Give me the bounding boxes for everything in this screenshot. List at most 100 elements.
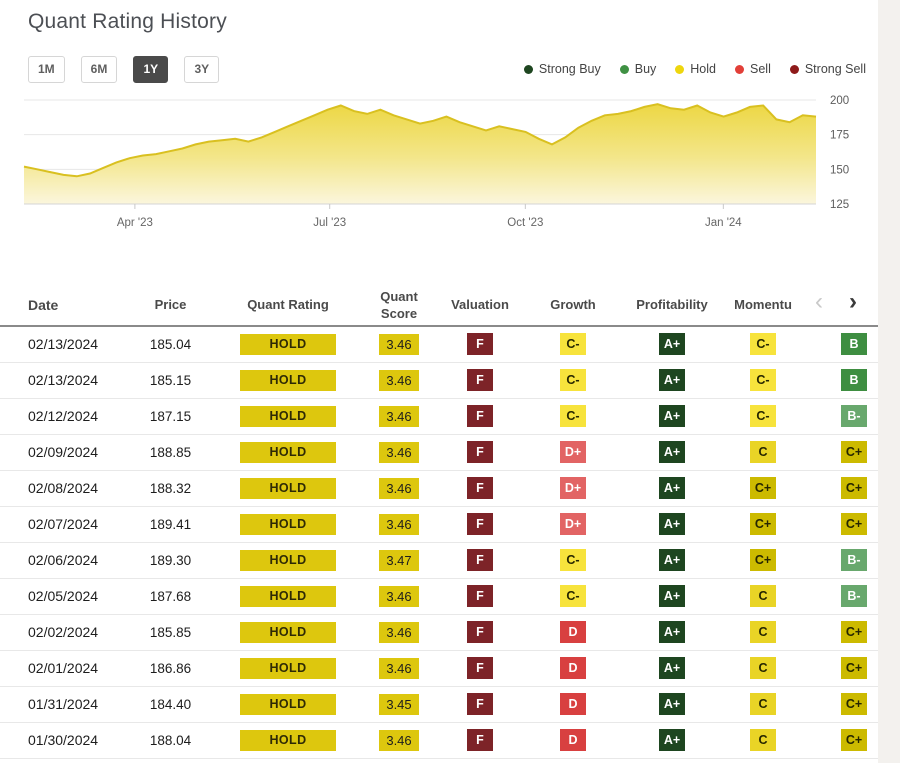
quant-rating-badge: HOLD bbox=[240, 513, 336, 535]
chevron-right-icon[interactable]: › bbox=[842, 290, 864, 314]
grade-badge-growth: D+ bbox=[560, 477, 586, 499]
quant-rating-cell: HOLD bbox=[208, 398, 368, 434]
momentum-cell: C bbox=[728, 614, 798, 650]
grade-badge-extra: C+ bbox=[841, 729, 867, 751]
quant-rating-cell: HOLD bbox=[208, 542, 368, 578]
column-header-date: Date bbox=[0, 286, 133, 327]
quant-rating-badge: HOLD bbox=[240, 693, 336, 715]
date-cell: 02/01/2024 bbox=[28, 660, 99, 676]
quant-rating-cell: HOLD bbox=[208, 578, 368, 614]
momentum-cell: C bbox=[728, 686, 798, 722]
quant-rating-badge: HOLD bbox=[240, 369, 336, 391]
valuation-cell: F bbox=[430, 506, 530, 542]
grade-badge-valuation: F bbox=[467, 585, 493, 607]
quant-rating-cell: HOLD bbox=[208, 506, 368, 542]
x-tick-label: Jan '24 bbox=[705, 217, 742, 229]
range-button-6m[interactable]: 6M bbox=[80, 55, 118, 83]
quant-score-cell: 3.46 bbox=[368, 398, 430, 434]
legend-item: Strong Sell bbox=[789, 62, 866, 76]
legend-dot-icon bbox=[675, 64, 685, 74]
grade-badge-momentum: C- bbox=[750, 405, 776, 427]
growth-cell: C- bbox=[530, 398, 616, 434]
range-button-1y[interactable]: 1Y bbox=[133, 55, 169, 83]
valuation-cell: F bbox=[430, 470, 530, 506]
legend-label: Strong Sell bbox=[804, 62, 866, 76]
grade-badge-momentum: C+ bbox=[750, 513, 776, 535]
range-button-3y[interactable]: 3Y bbox=[184, 55, 220, 83]
y-tick-label: 125 bbox=[830, 199, 849, 211]
legend-dot-icon bbox=[619, 64, 629, 74]
grade-badge-momentum: C bbox=[750, 693, 776, 715]
grade-badge-growth: C- bbox=[560, 549, 586, 571]
column-header-momentum: Momentu bbox=[728, 286, 798, 327]
grade-badge-momentum: C+ bbox=[750, 549, 776, 571]
momentum-cell: C+ bbox=[728, 542, 798, 578]
grade-badge-extra: B- bbox=[841, 585, 867, 607]
table-header-row: Date Price Quant Rating Quant Score Valuatio… bbox=[0, 286, 878, 327]
quant-score-badge: 3.46 bbox=[379, 477, 419, 499]
grade-badge-profitability: A+ bbox=[659, 657, 685, 679]
table-row: 02/08/2024 188.32 HOLD 3.46 F D+ A+ C+ C+ bbox=[0, 470, 878, 506]
legend-label: Hold bbox=[690, 62, 716, 76]
grade-badge-valuation: F bbox=[467, 549, 493, 571]
price-line bbox=[23, 103, 817, 178]
grade-badge-extra: B bbox=[841, 333, 867, 356]
extra-cell: C+ bbox=[798, 614, 878, 650]
extra-cell: C+ bbox=[798, 686, 878, 722]
valuation-cell: F bbox=[430, 686, 530, 722]
momentum-cell: C+ bbox=[728, 506, 798, 542]
grade-badge-growth: D+ bbox=[560, 513, 586, 535]
quant-rating-badge: HOLD bbox=[240, 477, 336, 499]
profitability-cell: A+ bbox=[616, 722, 728, 758]
growth-cell: D bbox=[530, 650, 616, 686]
grade-badge-valuation: F bbox=[467, 513, 493, 535]
grade-badge-valuation: F bbox=[467, 477, 493, 499]
grade-badge-profitability: A+ bbox=[659, 369, 685, 391]
price-chart: Apr '23 Jul '23 Oct '23 Jan '24 200 175 150 12… bbox=[0, 95, 878, 242]
quant-score-cell: 3.46 bbox=[368, 470, 430, 506]
price-cell: 187.68 bbox=[149, 588, 192, 604]
grade-badge-extra: C+ bbox=[841, 657, 867, 679]
grade-badge-growth: C- bbox=[560, 333, 586, 356]
quant-score-badge: 3.46 bbox=[379, 369, 419, 391]
quant-rating-cell: HOLD bbox=[208, 470, 368, 506]
extra-cell: B- bbox=[798, 578, 878, 614]
range-button-1m[interactable]: 1M bbox=[28, 55, 65, 83]
table-row: 02/05/2024 187.68 HOLD 3.46 F C- A+ C B- bbox=[0, 578, 878, 614]
profitability-cell: A+ bbox=[616, 362, 728, 398]
profitability-cell: A+ bbox=[616, 686, 728, 722]
quant-score-cell: 3.46 bbox=[368, 362, 430, 398]
grade-badge-profitability: A+ bbox=[659, 405, 685, 427]
chevron-left-icon[interactable]: ‹ bbox=[808, 290, 830, 314]
price-cell: 186.86 bbox=[149, 660, 192, 676]
grade-badge-growth: D+ bbox=[560, 441, 586, 463]
grade-badge-extra: C+ bbox=[841, 477, 867, 499]
growth-cell: C- bbox=[530, 578, 616, 614]
date-cell: 02/09/2024 bbox=[28, 444, 99, 460]
valuation-cell: F bbox=[430, 578, 530, 614]
profitability-cell: A+ bbox=[616, 398, 728, 434]
quant-score-badge: 3.46 bbox=[379, 333, 419, 355]
legend-dot-icon bbox=[789, 64, 799, 74]
y-tick-label: 150 bbox=[830, 164, 849, 176]
growth-cell: D+ bbox=[530, 434, 616, 470]
quant-rating-badge: HOLD bbox=[240, 585, 336, 607]
momentum-cell: C- bbox=[728, 362, 798, 398]
grade-badge-growth: D bbox=[560, 729, 586, 751]
price-cell: 188.32 bbox=[149, 480, 192, 496]
column-header-growth: Growth bbox=[530, 286, 616, 327]
quant-score-cell: 3.46 bbox=[368, 650, 430, 686]
quant-rating-badge: HOLD bbox=[240, 549, 336, 571]
legend-item: Hold bbox=[675, 62, 716, 76]
quant-rating-cell: HOLD bbox=[208, 434, 368, 470]
quant-rating-badge: HOLD bbox=[240, 405, 336, 427]
extra-cell: C+ bbox=[798, 722, 878, 758]
date-cell: 02/08/2024 bbox=[28, 480, 99, 496]
grade-badge-extra: C+ bbox=[841, 621, 867, 643]
quant-score-cell: 3.46 bbox=[368, 506, 430, 542]
grade-badge-momentum: C- bbox=[750, 333, 776, 356]
valuation-cell: F bbox=[430, 722, 530, 758]
table-row: 02/09/2024 188.85 HOLD 3.46 F D+ A+ C C+ bbox=[0, 434, 878, 470]
growth-cell: C- bbox=[530, 542, 616, 578]
grade-badge-profitability: A+ bbox=[659, 549, 685, 571]
